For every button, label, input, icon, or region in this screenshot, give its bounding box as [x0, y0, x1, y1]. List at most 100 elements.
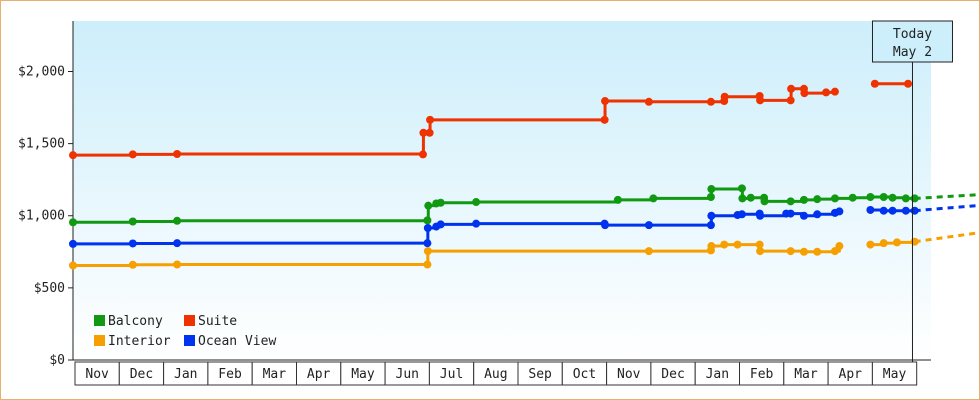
legend-item-balcony: Balcony — [108, 314, 163, 329]
data-point — [888, 206, 897, 215]
month-label: Oct — [573, 367, 596, 382]
y-tick-label: $2,000 — [18, 64, 65, 79]
data-point — [649, 194, 658, 203]
data-point — [720, 240, 729, 249]
month-label: Feb — [218, 367, 242, 382]
series-group — [69, 79, 977, 270]
legend: Balcony Suite Interior Ocean View — [94, 314, 276, 349]
data-point — [706, 221, 715, 230]
data-point — [830, 194, 839, 203]
today-marker: Today May 2 — [871, 20, 953, 362]
data-point — [720, 92, 729, 101]
data-point — [436, 198, 445, 207]
data-point — [173, 260, 182, 269]
series-suite — [69, 79, 913, 160]
legend-item-suite: Suite — [198, 314, 237, 329]
data-point — [472, 198, 481, 207]
data-point — [799, 247, 808, 256]
data-point — [830, 87, 839, 96]
data-point — [866, 192, 875, 201]
data-point — [644, 97, 653, 106]
data-point — [419, 128, 428, 137]
month-label: Nov — [617, 367, 641, 382]
data-point — [707, 185, 716, 194]
data-point — [879, 192, 888, 201]
data-point — [904, 79, 913, 88]
data-point — [756, 96, 765, 105]
month-label: Sep — [528, 367, 552, 382]
data-point — [848, 193, 857, 202]
data-point — [600, 115, 609, 124]
data-point — [173, 239, 182, 248]
legend-item-interior: Interior — [108, 334, 171, 349]
data-point — [813, 247, 822, 256]
month-label: May — [351, 367, 375, 382]
y-tick-label: $1,500 — [18, 137, 65, 152]
data-point — [799, 195, 808, 204]
series-balcony — [69, 184, 977, 227]
month-label: Apr — [307, 367, 331, 382]
data-point — [436, 220, 445, 229]
month-cell — [871, 361, 918, 386]
data-point — [866, 240, 875, 249]
month-label: Dec — [130, 367, 153, 382]
data-point — [760, 197, 769, 206]
data-point — [644, 247, 653, 256]
data-point — [786, 247, 795, 256]
data-point — [835, 207, 844, 216]
data-point — [613, 195, 622, 204]
data-point — [601, 97, 610, 106]
data-point — [901, 206, 910, 215]
month-label: May — [883, 367, 907, 382]
month-label: Feb — [750, 367, 774, 382]
data-point — [644, 221, 653, 230]
today-date: May 2 — [893, 45, 932, 60]
data-point — [879, 239, 888, 248]
data-point — [423, 224, 432, 233]
data-point — [822, 88, 831, 97]
data-point — [423, 260, 432, 269]
data-point — [423, 247, 432, 256]
data-point — [706, 192, 715, 201]
data-point — [707, 242, 716, 251]
today-box — [871, 20, 953, 63]
data-point — [755, 240, 764, 249]
data-point — [423, 216, 432, 225]
data-point — [69, 151, 77, 160]
data-point — [426, 115, 435, 124]
y-axis: $0 $500 $1,000 $1,500 $2,000 — [18, 21, 931, 368]
data-point — [879, 206, 888, 215]
data-point — [423, 239, 432, 248]
data-point — [69, 239, 77, 248]
data-point — [128, 217, 137, 226]
data-point — [173, 216, 182, 225]
data-point — [173, 150, 182, 159]
y-tick-label: $0 — [49, 353, 65, 368]
data-point — [786, 96, 795, 105]
plot-background — [73, 21, 931, 360]
x-axis: Nov Dec Jan Feb Mar Apr May Jun Jul Aug Sep Oct Nov D… — [74, 361, 918, 386]
series-interior — [69, 231, 977, 270]
data-point — [707, 211, 716, 220]
data-point — [892, 238, 901, 247]
month-label: Apr — [839, 367, 863, 382]
data-point — [706, 97, 715, 106]
month-label: Jul — [440, 367, 463, 382]
month-label: Jan — [174, 367, 197, 382]
data-point — [800, 89, 809, 98]
data-point — [787, 84, 796, 93]
month-label: Jan — [706, 367, 729, 382]
month-label: Jun — [396, 367, 419, 382]
data-point — [601, 221, 610, 230]
month-label: Nov — [85, 367, 109, 382]
data-point — [746, 193, 755, 202]
data-point — [901, 194, 910, 203]
data-point — [756, 247, 765, 256]
data-point — [888, 193, 897, 202]
legend-item-ocean-view: Ocean View — [198, 334, 276, 349]
y-tick-label: $1,000 — [18, 209, 65, 224]
data-point — [733, 240, 742, 249]
data-point — [69, 218, 77, 227]
legend-swatch — [94, 335, 105, 346]
